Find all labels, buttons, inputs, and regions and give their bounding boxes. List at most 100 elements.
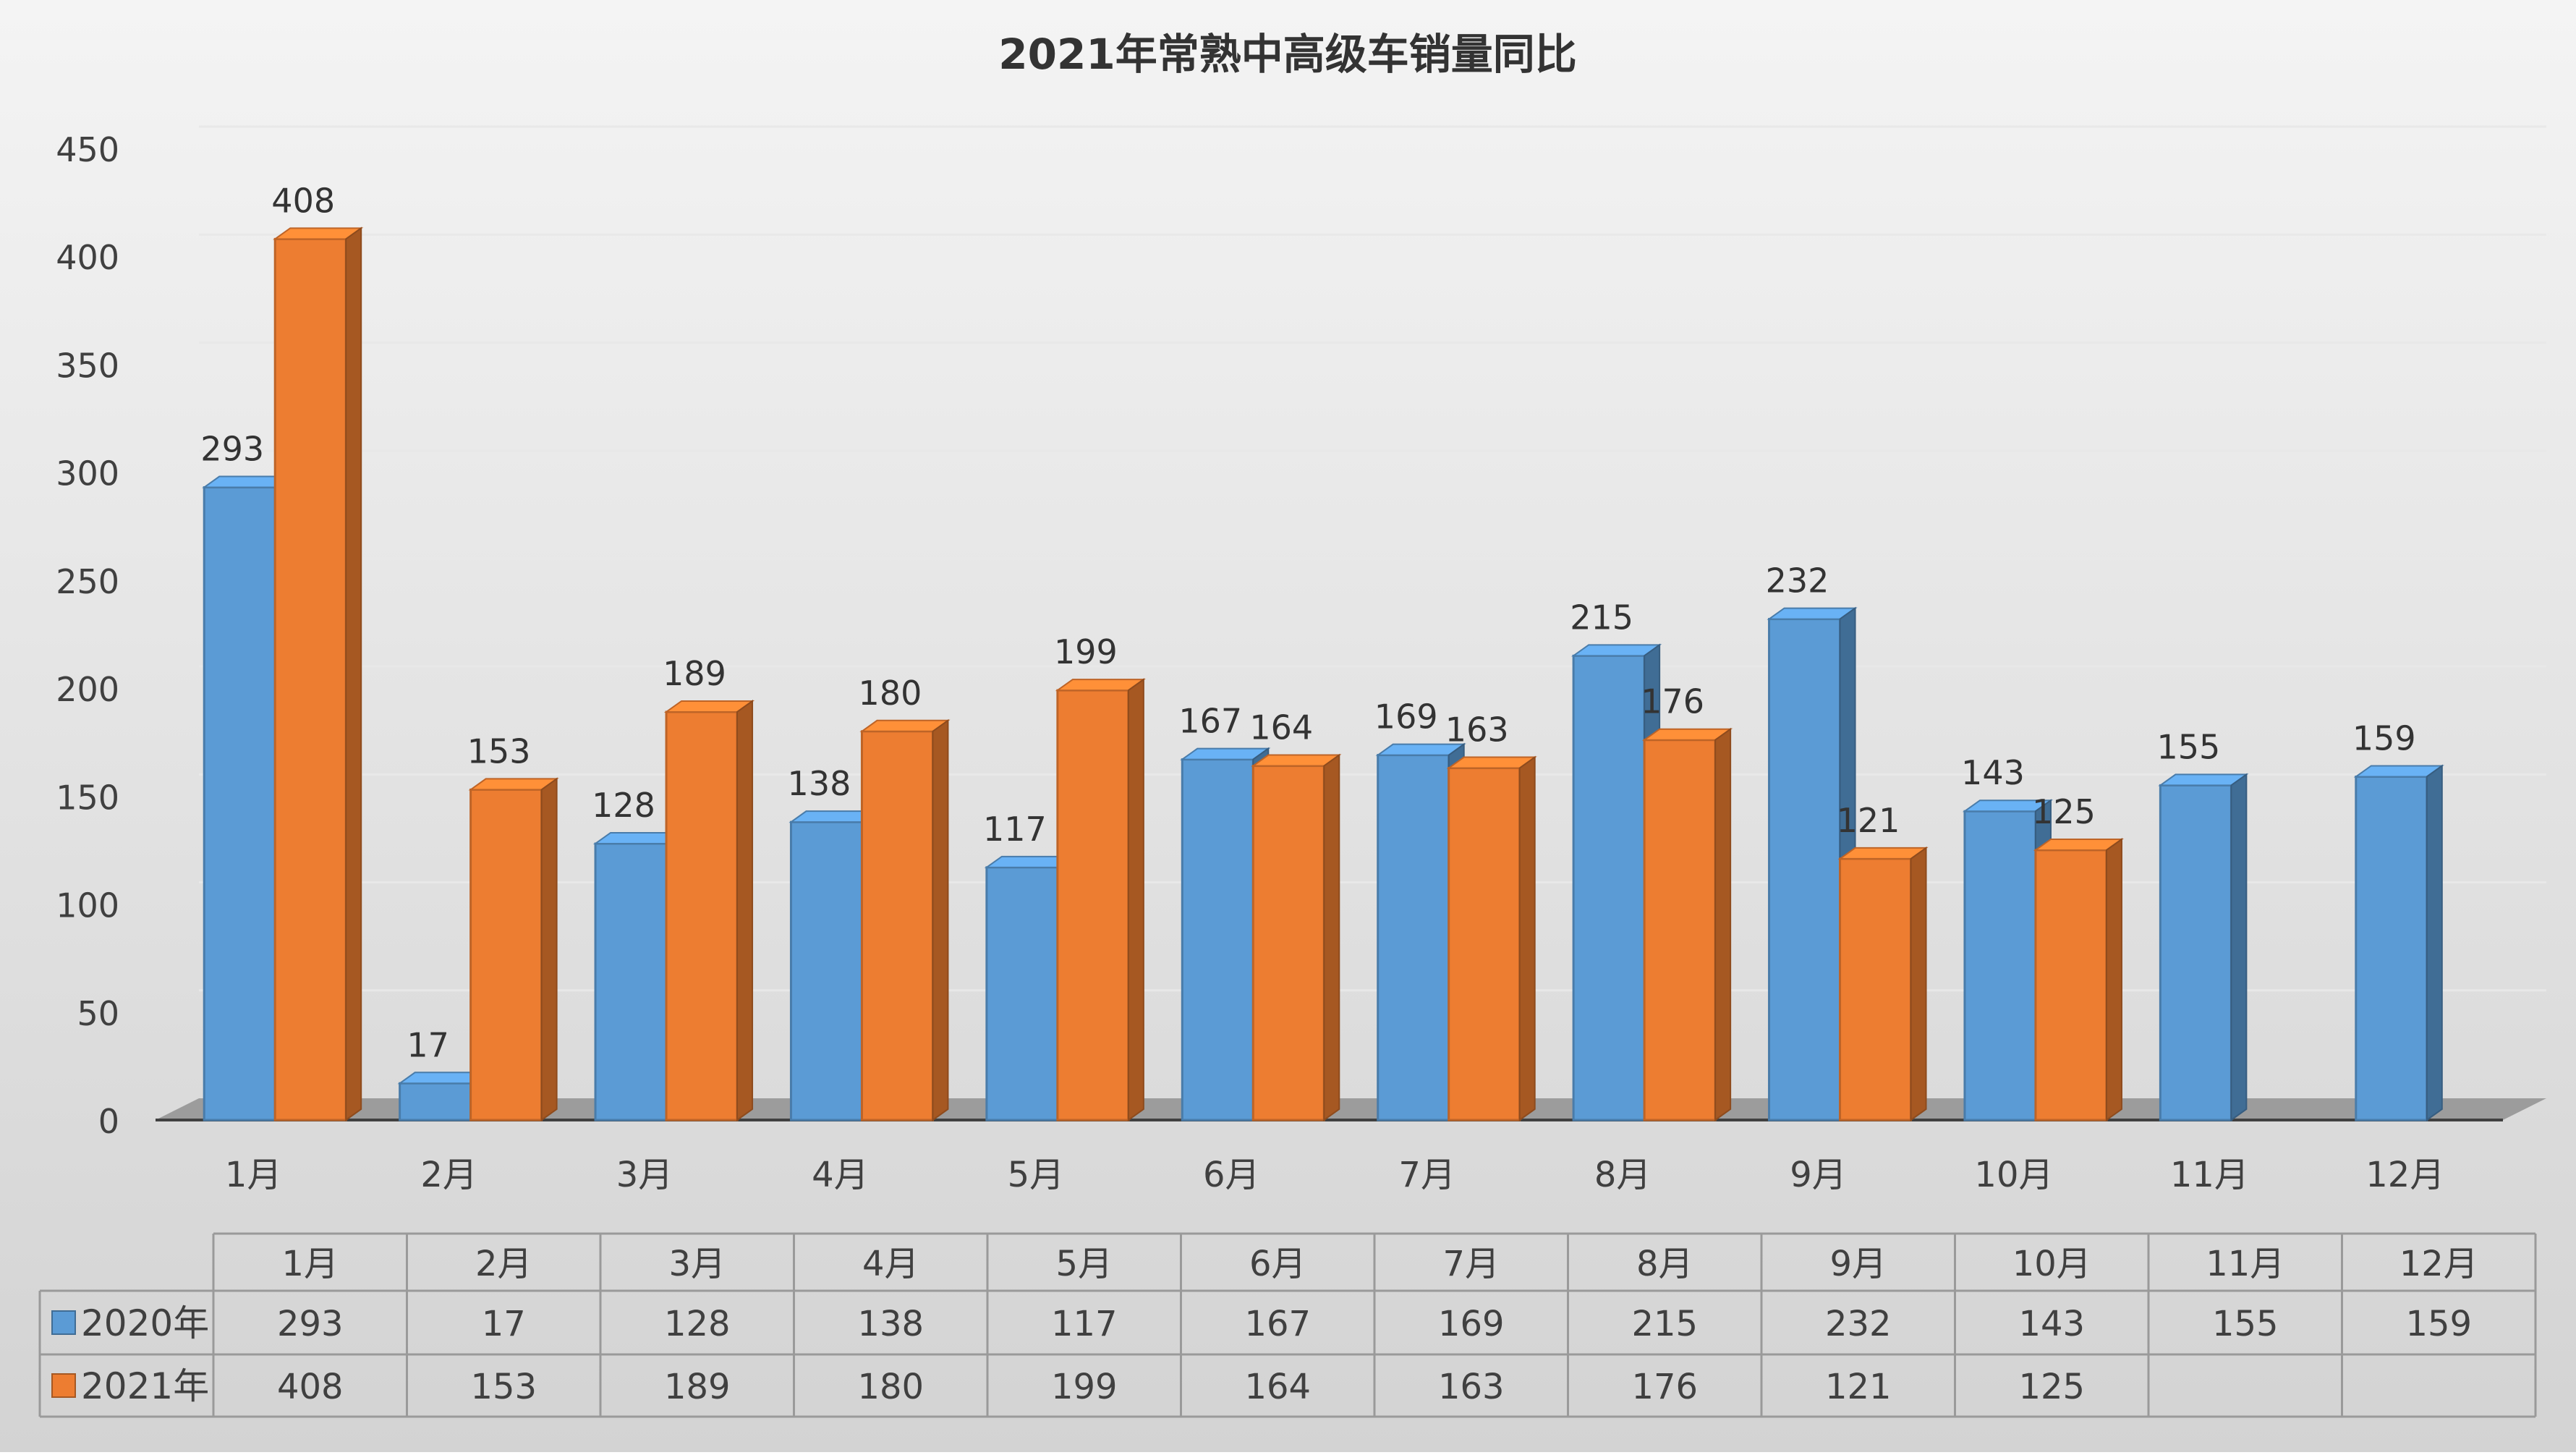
x-tick-label: 8月 [1594, 1155, 1652, 1195]
x-tick-label: 5月 [1008, 1155, 1065, 1195]
chart-title: 2021年常熟中高级车销量同比 [998, 30, 1576, 79]
data-label: 163 [1445, 710, 1509, 750]
table-value-cell: 117 [1051, 1304, 1118, 1344]
bar-front [273, 237, 347, 1121]
bar-front [399, 1082, 472, 1121]
legend-label: 2020年 [81, 1302, 209, 1344]
bar-front [1056, 689, 1130, 1121]
bar-2021-6月 [1251, 753, 1342, 1121]
table-header-cell: 5月 [1055, 1244, 1113, 1284]
bar-front [1768, 618, 1842, 1121]
table-value-cell: 143 [2018, 1304, 2085, 1344]
y-tick-label: 300 [56, 454, 119, 493]
legend-label: 2021年 [81, 1365, 209, 1407]
data-label: 164 [1249, 708, 1313, 747]
bar-front [2159, 784, 2232, 1121]
table-value-cell: 125 [2018, 1367, 2085, 1407]
data-label: 180 [859, 674, 922, 713]
table-header-cell: 10月 [2012, 1244, 2091, 1284]
bar-side [736, 699, 754, 1121]
x-tick-label: 2月 [420, 1155, 477, 1195]
data-label: 176 [1641, 682, 1704, 721]
bar-side [540, 777, 558, 1121]
data-label: 159 [2352, 718, 2416, 758]
bar-side [1127, 678, 1144, 1121]
bar-2021-7月 [1446, 755, 1537, 1121]
table-value-cell: 189 [664, 1367, 731, 1407]
data-label: 128 [592, 786, 655, 825]
bar-front [203, 486, 276, 1121]
bar-front [860, 730, 934, 1121]
table-header-cell: 6月 [1249, 1244, 1306, 1284]
bar-side [1910, 846, 1927, 1121]
table-value-cell: 167 [1244, 1304, 1311, 1344]
bar-front [665, 710, 739, 1121]
table-value-cell: 215 [1631, 1304, 1698, 1344]
bar-side [932, 718, 949, 1121]
data-label: 408 [271, 181, 335, 220]
table-value-cell: 153 [470, 1367, 537, 1407]
bar-front [2355, 775, 2428, 1121]
x-tick-label: 9月 [1790, 1155, 1847, 1195]
table-header-cell: 9月 [1829, 1244, 1887, 1284]
bar-2020-11月 [2158, 773, 2249, 1121]
bar-2021-10月 [2033, 838, 2125, 1121]
y-tick-label: 200 [56, 670, 119, 709]
y-tick-label: 100 [56, 886, 119, 925]
table-value-cell: 164 [1244, 1367, 1311, 1407]
data-label: 121 [1837, 801, 1900, 840]
bar-2021-5月 [1055, 678, 1146, 1121]
bar-front [1643, 739, 1717, 1121]
bar-front [1181, 758, 1254, 1121]
table-header-cell: 12月 [2399, 1244, 2478, 1284]
data-label: 155 [2156, 727, 2220, 766]
bar-side [2426, 764, 2443, 1121]
table-value-cell: 408 [277, 1367, 344, 1407]
x-tick-label: 4月 [812, 1155, 869, 1195]
bar-2020-9月 [1767, 606, 1858, 1121]
data-label: 167 [1178, 702, 1242, 741]
table-header-cell: 2月 [475, 1244, 532, 1284]
bar-front [2034, 849, 2108, 1121]
table-header-cell: 7月 [1442, 1244, 1500, 1284]
bar-front [1839, 857, 1913, 1121]
table-value-cell: 293 [277, 1304, 344, 1344]
data-label: 117 [983, 810, 1047, 849]
x-tick-label: 11月 [2170, 1155, 2249, 1195]
legend-key-2020年 [51, 1310, 76, 1335]
bar-2021-4月 [859, 718, 951, 1121]
table-value-cell: 138 [857, 1304, 924, 1344]
x-tick-label: 1月 [225, 1155, 282, 1195]
bar-side [2105, 838, 2122, 1121]
y-tick-label: 50 [77, 994, 119, 1033]
table-value-cell: 232 [1825, 1304, 1892, 1344]
data-label: 153 [467, 731, 531, 771]
x-tick-label: 6月 [1203, 1155, 1260, 1195]
bar-2021-2月 [468, 777, 559, 1121]
x-tick-label: 7月 [1398, 1155, 1455, 1195]
data-label: 138 [788, 764, 851, 803]
data-label: 189 [663, 654, 726, 693]
data-label: 125 [2032, 792, 2096, 831]
bar-2021-8月 [1642, 727, 1733, 1121]
x-tick-label: 3月 [616, 1155, 673, 1195]
bar-side [1518, 755, 1536, 1121]
table-value-cell: 17 [482, 1304, 526, 1344]
bar-front [1963, 810, 2037, 1121]
table-value-cell: 163 [1438, 1367, 1505, 1407]
data-label: 199 [1054, 632, 1118, 671]
bar-side [2230, 773, 2248, 1121]
bar-front [1251, 765, 1325, 1121]
bar-front [594, 842, 668, 1121]
table-value-cell: 159 [2405, 1304, 2472, 1344]
y-tick-label: 350 [56, 346, 119, 385]
bar-front [789, 820, 863, 1121]
bar-side [345, 226, 362, 1121]
bar-2021-1月 [273, 226, 364, 1121]
data-label: 215 [1570, 598, 1633, 637]
bar-side [1323, 753, 1340, 1121]
table-value-cell: 176 [1631, 1367, 1698, 1407]
bar-2020-12月 [2353, 764, 2444, 1121]
bar-front [1572, 654, 1646, 1121]
